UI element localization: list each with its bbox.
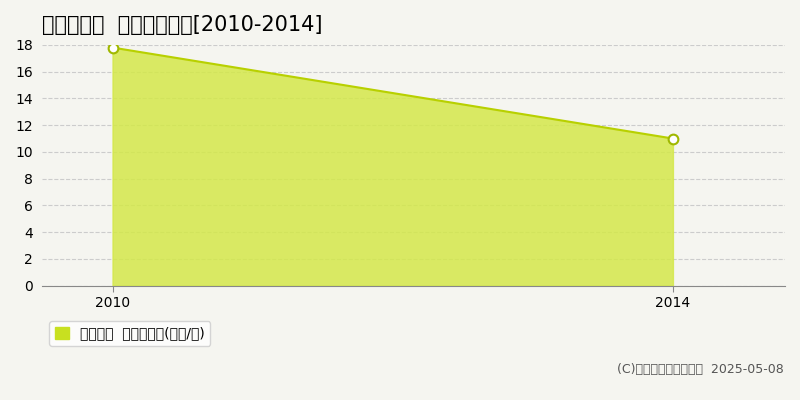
Legend: 土地価格  平均坪単価(万円/坪): 土地価格 平均坪単価(万円/坪) <box>50 321 210 346</box>
Text: 中野市南宮  土地価格推移[2010-2014]: 中野市南宮 土地価格推移[2010-2014] <box>42 15 323 35</box>
Text: (C)土地価格ドットコム  2025-05-08: (C)土地価格ドットコム 2025-05-08 <box>618 363 784 376</box>
